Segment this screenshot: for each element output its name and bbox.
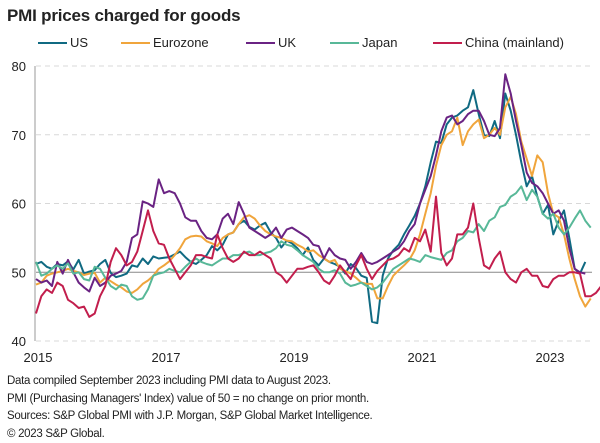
note-pmi-definition: PMI (Purchasing Managers' Index) value o… bbox=[7, 391, 372, 409]
legend-item: Japan bbox=[330, 35, 397, 50]
y-tick-label: 70 bbox=[12, 128, 26, 143]
line-chart: 40 50 60 70 80 2015 2017 2019 2021 2023 bbox=[0, 0, 600, 372]
x-axis-ticks: 2015 2017 2019 2021 2023 bbox=[24, 350, 565, 365]
x-tick-label: 2017 bbox=[152, 350, 181, 365]
y-tick-label: 60 bbox=[12, 197, 26, 212]
x-tick-label: 2015 bbox=[24, 350, 53, 365]
legend-swatch bbox=[433, 42, 462, 44]
x-tick-label: 2019 bbox=[280, 350, 309, 365]
legend-swatch bbox=[330, 42, 359, 44]
note-copyright: © 2023 S&P Global. bbox=[7, 426, 372, 443]
legend-label: China (mainland) bbox=[465, 35, 564, 50]
note-data-compiled: Data compiled September 2023 including P… bbox=[7, 373, 372, 391]
legend-item: Eurozone bbox=[121, 35, 209, 50]
note-sources: Sources: S&P Global PMI with J.P. Morgan… bbox=[7, 408, 372, 426]
y-tick-label: 50 bbox=[12, 265, 26, 280]
legend-label: UK bbox=[278, 35, 296, 50]
footnotes: Data compiled September 2023 including P… bbox=[7, 373, 372, 443]
legend-item: US bbox=[38, 35, 88, 50]
y-tick-label: 80 bbox=[12, 59, 26, 74]
legend-swatch bbox=[121, 42, 150, 44]
series-line-china-mainland bbox=[36, 197, 600, 317]
legend-swatch bbox=[246, 42, 275, 44]
y-axis-ticks: 40 50 60 70 80 bbox=[12, 59, 26, 349]
y-tick-label: 40 bbox=[12, 334, 26, 349]
legend-item: China (mainland) bbox=[433, 35, 564, 50]
chart-title: PMI prices charged for goods bbox=[7, 6, 240, 26]
legend-label: Eurozone bbox=[153, 35, 209, 50]
series-lines bbox=[36, 74, 600, 323]
legend-label: Japan bbox=[362, 35, 397, 50]
legend: US Eurozone UK Japan China (mainland) bbox=[0, 35, 600, 53]
x-tick-label: 2023 bbox=[536, 350, 565, 365]
x-tick-label: 2021 bbox=[408, 350, 437, 365]
legend-label: US bbox=[70, 35, 88, 50]
legend-swatch bbox=[38, 42, 67, 44]
legend-item: UK bbox=[246, 35, 296, 50]
